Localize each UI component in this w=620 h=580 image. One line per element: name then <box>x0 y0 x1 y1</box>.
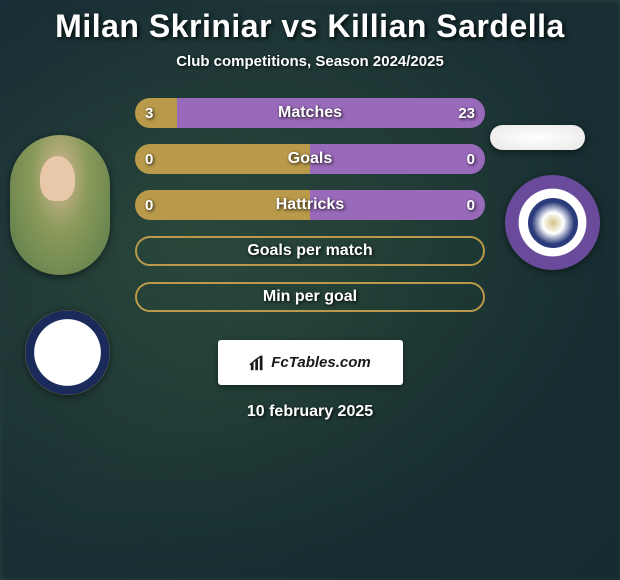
brand-box: FcTables.com <box>218 340 403 385</box>
date-text: 10 february 2025 <box>247 403 373 421</box>
player-left-photo <box>10 135 110 275</box>
stat-value-right: 0 <box>467 144 475 174</box>
stat-label: Goals <box>135 144 485 174</box>
stat-value-right: 23 <box>458 98 475 128</box>
stat-value-left: 3 <box>145 98 153 128</box>
brand-icon <box>249 354 267 372</box>
stat-label: Hattricks <box>135 190 485 220</box>
club-right-badge <box>505 175 600 270</box>
subtitle: Club competitions, Season 2024/2025 <box>176 53 444 70</box>
stat-label: Min per goal <box>135 282 485 312</box>
stat-row: Goals per match <box>135 236 485 266</box>
stat-value-left: 0 <box>145 144 153 174</box>
stat-row: Hattricks0 0 <box>135 190 485 220</box>
stat-value-right: 0 <box>467 190 475 220</box>
club-left-badge <box>25 310 110 395</box>
brand-text: FcTables.com <box>271 354 370 371</box>
stat-label: Goals per match <box>135 236 485 266</box>
stat-label: Matches <box>135 98 485 128</box>
stat-value-left: 0 <box>145 190 153 220</box>
stat-row: Min per goal <box>135 282 485 312</box>
player-right-shape <box>490 125 585 150</box>
page-title: Milan Skriniar vs Killian Sardella <box>55 8 565 45</box>
stat-row: Matches3 23 <box>135 98 485 128</box>
stat-row: Goals0 0 <box>135 144 485 174</box>
